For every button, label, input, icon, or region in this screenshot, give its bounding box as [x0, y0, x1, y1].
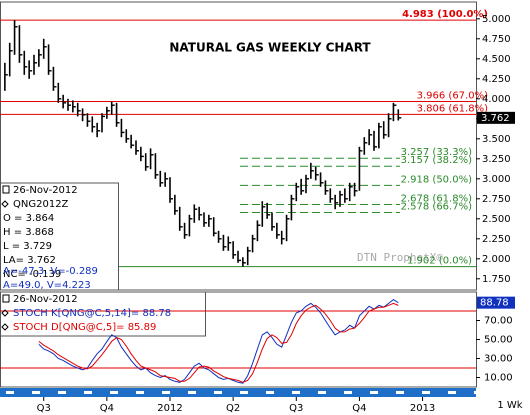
time-strip-marks [6, 391, 482, 394]
fib-label: 3.157 (38.2%) [401, 155, 472, 166]
y-tick-label: 1.750 [482, 274, 511, 285]
last-price-tag [477, 111, 515, 124]
info: 26-Nov-2012 QNG2012Z O = 3.864 H = 3.868 L… [1, 185, 98, 291]
legend-entry: STOCH K[QNG@C,5,14]= 88.78 [13, 308, 171, 319]
chart-title: NATURAL GAS WEEKLY CHART [169, 41, 371, 55]
info-marker [2, 185, 10, 194]
fib-label: 1.902 (0.0%) [407, 256, 472, 267]
strip-gap [474, 391, 482, 394]
legend-marker [1, 309, 9, 317]
fib-label: 4.983 (100.0%) [402, 9, 488, 20]
info-line: LA= 3.762 [3, 255, 56, 266]
last-price-label: 3.762 [481, 113, 510, 124]
strip-gap [344, 391, 352, 394]
x-tick-label: 2013 [410, 403, 435, 414]
strip-gap [292, 391, 300, 394]
info-stat: A=49.0, V=4.223 [3, 280, 91, 291]
strip-gap [240, 391, 248, 394]
fib-label: 3.806 (61.8%) [417, 103, 488, 114]
indicator-date: 26-Nov-2012 [13, 294, 78, 305]
indicator-marker [2, 294, 10, 303]
strip-gap [422, 391, 430, 394]
x-tick-label: 2012 [157, 403, 182, 414]
strip-gap [318, 391, 326, 394]
strip-gap [396, 391, 404, 394]
y-tick-label: 2.250 [482, 234, 511, 245]
fib-label: 2.678 (61.8%) [401, 194, 472, 205]
strip-gap [188, 391, 196, 394]
y-tick-label: 2.500 [482, 214, 511, 225]
y-tick-label: 4.250 [482, 74, 511, 85]
info-box [0, 182, 119, 291]
time-strip [0, 388, 476, 397]
y2-tick-label: 70.00 [484, 316, 513, 327]
strip-gap [110, 391, 118, 394]
y2-tick-label: 50.00 [484, 335, 513, 346]
x-tick-label: Q3 [37, 403, 51, 414]
fib-label: 2.578 (66.7%) [401, 202, 472, 213]
legend-marker [1, 323, 9, 331]
indicator-line [38, 298, 399, 384]
fib-label: 3.257 (33.3%) [401, 147, 472, 158]
indicator-legend-box [0, 291, 206, 337]
strip-gap [32, 391, 40, 394]
x-tick-label: Q4 [100, 403, 114, 414]
info-marker [1, 200, 9, 208]
strip-gap [136, 391, 144, 394]
info-symbol: QNG2012Z [13, 199, 69, 210]
y2-tick-label: 10.00 [484, 373, 513, 384]
info-line: NC= -0.139 [3, 269, 61, 280]
info-date: 26-Nov-2012 [13, 185, 78, 196]
last-k-label: 88.78 [480, 298, 509, 309]
y-tick-label: 4.000 [482, 94, 511, 105]
watermark: DTN ProphetX® [357, 251, 443, 264]
x-tick-label: Q3 [289, 403, 303, 414]
legend-entry: STOCH D[QNG@C,5]= 85.89 [13, 322, 156, 333]
info-line: O = 3.864 [3, 213, 54, 224]
x-tick-label: Q2 [226, 403, 240, 414]
strip-gap [370, 391, 378, 394]
last-k-tag [477, 296, 515, 309]
y-tick-label: 3.500 [482, 134, 511, 145]
strip-gap [162, 391, 170, 394]
y-tick-label: 3.250 [482, 154, 511, 165]
fib-label: 2.918 (50.0%) [401, 174, 472, 185]
strip-gap [6, 391, 14, 394]
y-tick-label: 2.750 [482, 194, 511, 205]
strip-gap [84, 391, 92, 394]
strip-gap [448, 391, 456, 394]
info-line: L = 3.729 [3, 241, 52, 252]
y-tick-label: 5.000 [482, 14, 511, 25]
fib-label: 3.966 (67.0%) [417, 91, 488, 102]
strip-gap [214, 391, 222, 394]
indicator-line [38, 302, 399, 383]
info-line: H = 3.868 [3, 227, 54, 238]
price-panel [0, 1, 477, 291]
y-tick-label: 2.000 [482, 254, 511, 265]
y-tick-label: 4.750 [482, 34, 511, 45]
x-tick-label: Q4 [352, 403, 366, 414]
info-stat: A=-47.3, V=-0.289 [3, 266, 98, 277]
strip-gap [266, 391, 274, 394]
y-tick-label: 3.000 [482, 174, 511, 185]
period-label: 1 Wk [497, 400, 522, 411]
strip-gap [58, 391, 66, 394]
y2-tick-label: 30.00 [484, 354, 513, 365]
y-tick-label: 4.500 [482, 54, 511, 65]
